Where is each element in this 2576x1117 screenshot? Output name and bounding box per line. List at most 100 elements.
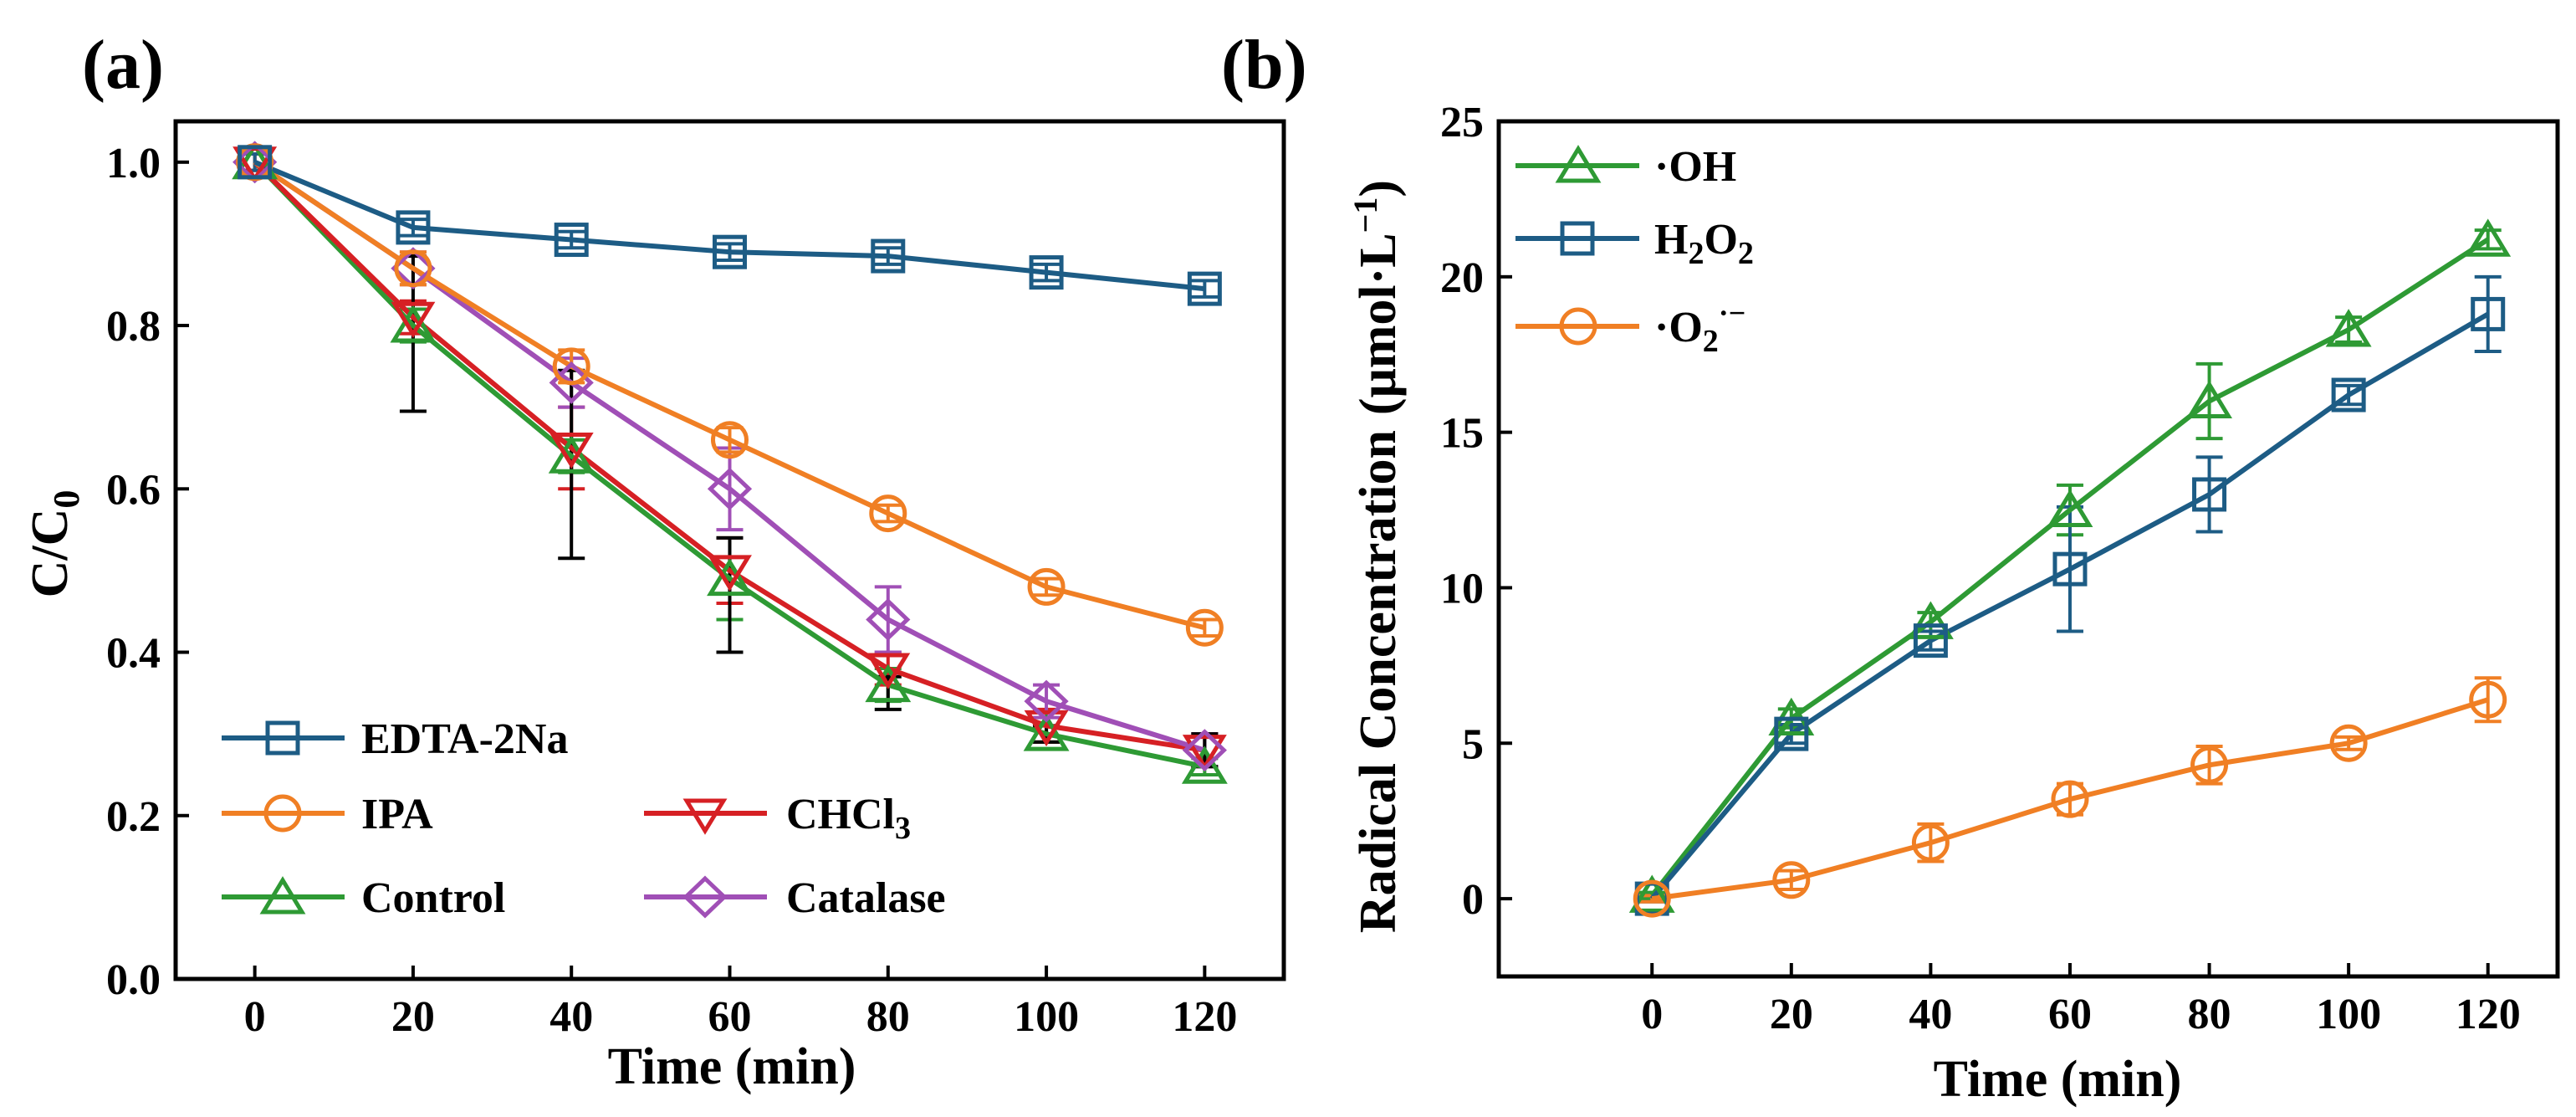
- b-x-tick-label: 80: [2188, 991, 2231, 1038]
- a-x-tick-label: 40: [549, 993, 593, 1041]
- b-data-point: [2192, 477, 2227, 512]
- a-y-tick-label: 0.4: [106, 630, 161, 678]
- legend-label-ipa: IPA: [361, 791, 433, 838]
- b-x-tick-label: 100: [2316, 991, 2381, 1038]
- b-data-point: [2331, 377, 2366, 412]
- a-y-tick-label: 1.0: [106, 140, 161, 187]
- a-data-point: [1187, 271, 1222, 306]
- legend-label-catalase: Catalase: [786, 874, 946, 922]
- legend-item-edta: EDTA-2Na: [222, 715, 568, 763]
- a-y-tick-label: 0.8: [106, 303, 161, 351]
- panel-a: (a) C/C0 Time (min) 0 20 40 60 80 100 120 0.0 0.…: [22, 26, 1286, 1095]
- a-x-tick-label: 100: [1014, 993, 1079, 1041]
- a-data-point: [548, 435, 595, 474]
- legend-item-ipa: IPA: [222, 791, 433, 838]
- b-x-tick-label: 0: [1641, 991, 1663, 1038]
- panel-b: (b) Radical Concentration(μmol·L−1) Time…: [1221, 26, 2560, 1108]
- a-data-point: [865, 664, 912, 703]
- a-data-point: [869, 494, 907, 533]
- legend-item-chcl3: CHCl3: [644, 791, 911, 846]
- a-x-tick-label: 120: [1172, 993, 1237, 1041]
- b-x-tick-label: 40: [1909, 991, 1952, 1038]
- b-y-tick-label: 25: [1440, 99, 1484, 146]
- a-data-point: [1023, 713, 1070, 751]
- b-y-tick-label: 20: [1440, 254, 1484, 302]
- panel-a-lines: [253, 160, 1206, 770]
- b-data-point: [2051, 780, 2089, 818]
- b-data-point: [1628, 874, 1675, 913]
- legend-label-oh: ·OH: [1654, 143, 1736, 191]
- a-y-tick-label: 0.0: [106, 956, 161, 1004]
- panel-b-label: (b): [1221, 26, 1307, 104]
- a-data-point: [549, 432, 594, 469]
- a-data-point: [1027, 567, 1066, 606]
- b-data-point: [2465, 218, 2512, 257]
- panel-b-y-axis-title: Radical Concentration(μmol·L−1): [1347, 180, 1407, 933]
- a-x-tick-label: 60: [708, 993, 752, 1041]
- a-series-line: [253, 160, 1206, 631]
- a-series-line: [253, 160, 1205, 770]
- b-x-tick-label: 20: [1770, 991, 1813, 1038]
- b-data-point: [2186, 380, 2232, 418]
- a-data-point: [1029, 255, 1064, 290]
- b-data-point: [2052, 551, 2088, 587]
- b-y-tick-label: 5: [1462, 720, 1484, 768]
- b-data-point: [2190, 746, 2229, 784]
- a-data-point: [866, 653, 911, 689]
- b-data-point: [1913, 623, 1948, 658]
- b-y-tick-label: 0: [1462, 876, 1484, 924]
- a-data-point: [871, 238, 906, 274]
- legend-label-o2: ·O2·−: [1654, 296, 1745, 359]
- legend-label-chcl3: CHCl3: [786, 791, 911, 846]
- legend-label-h2o2: H2O2: [1654, 216, 1754, 271]
- legend-item-catalase: Catalase: [644, 874, 946, 922]
- b-data-point: [2047, 489, 2093, 528]
- b-x-tick-label: 60: [2048, 991, 2092, 1038]
- b-data-point: [1772, 861, 1811, 899]
- b-data-point: [2329, 724, 2368, 762]
- panel-a-y-axis-title: C/C0: [22, 490, 87, 598]
- a-x-tick-label: 0: [244, 993, 266, 1041]
- legend-label-edta: EDTA-2Na: [361, 715, 568, 763]
- panel-a-legend: EDTA-2Na IPA CHCl3 Control Catalase: [222, 715, 946, 922]
- b-data-point: [1633, 879, 1671, 918]
- a-data-point: [391, 301, 436, 339]
- legend-label-control: Control: [361, 874, 505, 922]
- b-data-point: [1774, 716, 1809, 751]
- b-data-point: [1907, 601, 1954, 639]
- a-data-point: [1024, 679, 1069, 723]
- a-data-point: [552, 347, 590, 386]
- b-x-tick-label: 120: [2456, 991, 2521, 1038]
- a-data-point: [1182, 729, 1227, 772]
- a-y-tick-label: 0.6: [106, 466, 161, 514]
- panel-a-axes: 0 20 40 60 80 100 120 0.0 0.2 0.4 0.6 0.8 1.0: [106, 119, 1286, 1041]
- b-series-line: [1651, 697, 2489, 902]
- b-data-point: [2471, 296, 2506, 331]
- b-data-point: [1911, 823, 1950, 862]
- a-data-point: [707, 467, 753, 510]
- a-data-point: [711, 421, 749, 459]
- a-data-point: [238, 145, 273, 180]
- b-y-tick-label: 10: [1440, 565, 1484, 612]
- panel-a-label: (a): [82, 26, 164, 104]
- panel-b-axes: 0 20 40 60 80 100 120 0 5 10 15 20 25: [1440, 99, 2560, 1038]
- a-series-line: [253, 160, 1205, 753]
- a-series-line: [253, 160, 1205, 292]
- a-data-point: [394, 249, 432, 288]
- a-data-point: [707, 557, 753, 597]
- b-y-tick-label: 15: [1440, 410, 1484, 458]
- panel-b-legend: ·OH H2O2 ·O2·−: [1515, 143, 1754, 359]
- a-data-point: [713, 234, 747, 269]
- legend-item-o2: ·O2·−: [1515, 296, 1745, 359]
- panel-a-x-axis-title: Time (min): [608, 1038, 856, 1095]
- a-data-point: [1024, 710, 1069, 747]
- a-data-point: [1181, 746, 1228, 784]
- a-data-point: [1182, 735, 1227, 771]
- legend-item-oh: ·OH: [1515, 143, 1736, 191]
- panel-a-error-bars: [241, 152, 1219, 776]
- a-data-point: [390, 305, 437, 343]
- a-x-tick-label: 20: [391, 993, 435, 1041]
- a-data-point: [554, 223, 589, 258]
- b-plot-frame: [1496, 119, 2560, 979]
